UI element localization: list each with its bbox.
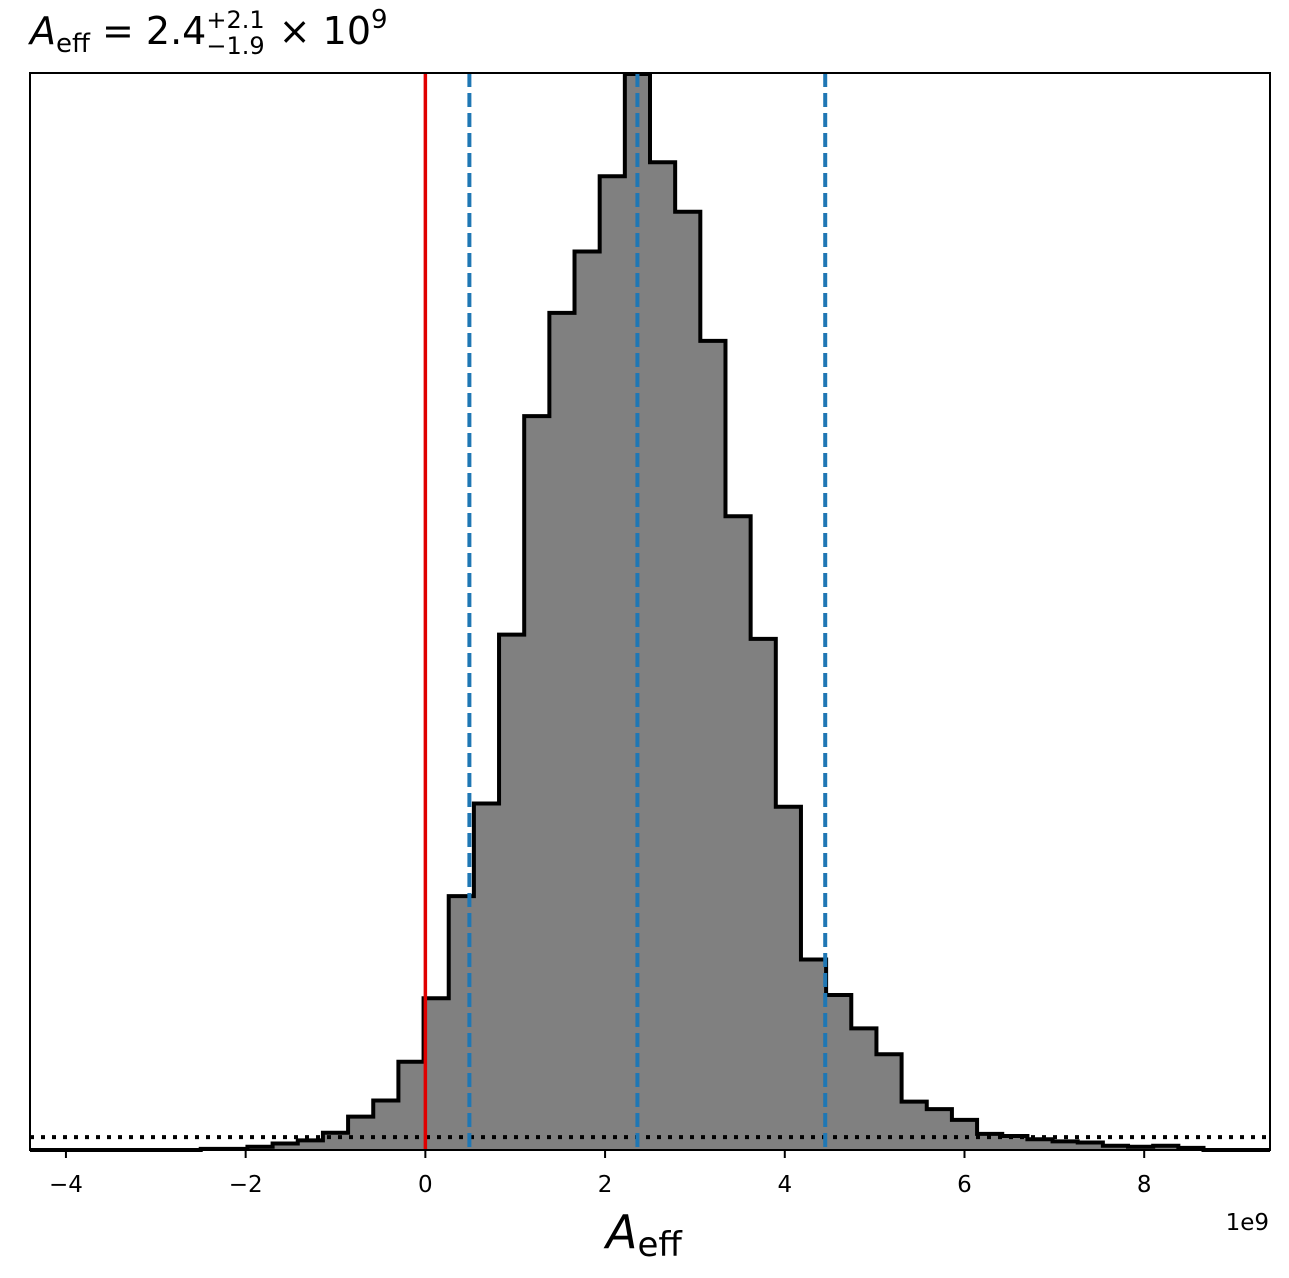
x-tick-label: −2 — [229, 1172, 263, 1198]
x-tick-label: 8 — [1137, 1172, 1152, 1198]
x-tick-label: 2 — [598, 1172, 613, 1198]
offset-label: 1e9 — [1226, 1210, 1269, 1236]
title-exponent: 9 — [371, 5, 388, 35]
title-value: = 2.4 — [90, 9, 206, 53]
xlabel-subscript: eff — [637, 1225, 683, 1265]
title-times: × 10 — [267, 9, 371, 53]
x-tick-label: 4 — [777, 1172, 792, 1198]
plot-area — [30, 72, 1270, 1152]
title-symbol: A — [27, 9, 56, 53]
xlabel-symbol: A — [603, 1205, 637, 1259]
reference-lines — [423, 73, 828, 1150]
chart-title: Aeff = 2.4+2.1 −1.9 × 109 — [27, 5, 388, 60]
x-axis-label: Aeff — [603, 1205, 683, 1265]
x-tick-label: 6 — [957, 1172, 972, 1198]
histogram-fill — [30, 74, 1270, 1150]
axes-frame — [29, 72, 1271, 1151]
histogram-outline — [30, 72, 1270, 1152]
title-upper-error: +2.1 — [206, 6, 264, 34]
x-ticks: −4 −2 0 2 4 6 8 — [49, 1150, 1152, 1198]
x-tick-label: −4 — [49, 1172, 83, 1198]
title-lower-error: −1.9 — [206, 32, 264, 60]
title-subscript: eff — [56, 29, 91, 59]
x-tick-label: 0 — [418, 1172, 433, 1198]
